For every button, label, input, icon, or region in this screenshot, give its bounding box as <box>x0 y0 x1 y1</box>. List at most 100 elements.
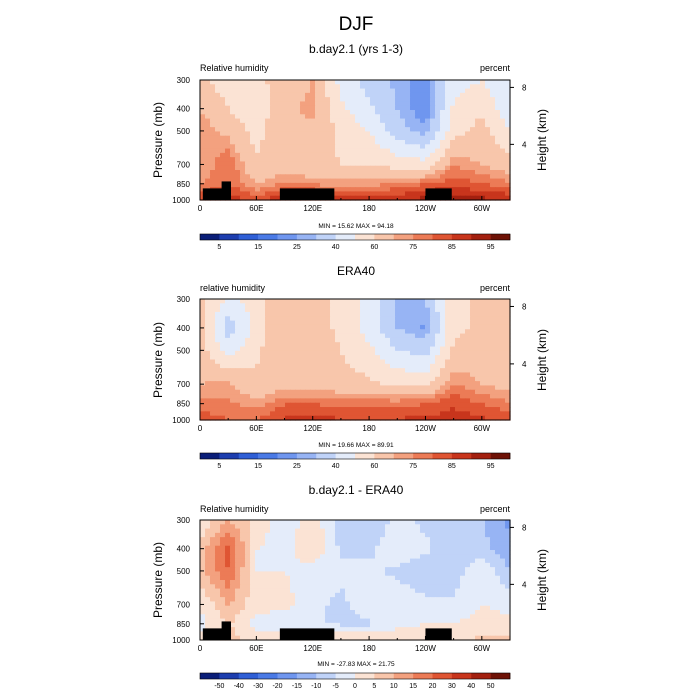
field-cell <box>390 174 396 180</box>
field-cell <box>490 520 496 525</box>
field-cell <box>435 350 441 356</box>
field-cell <box>220 610 226 615</box>
field-cell <box>355 562 361 568</box>
field-cell <box>415 592 421 598</box>
field-cell <box>345 187 351 193</box>
field-cell <box>505 402 511 408</box>
field-cell <box>445 170 451 175</box>
field-cell <box>425 407 431 412</box>
field-cell <box>380 346 386 352</box>
field-cell <box>215 592 221 598</box>
field-cell <box>255 411 261 417</box>
field-cell <box>355 550 361 555</box>
field-cell <box>310 337 316 343</box>
field-cell <box>205 97 211 103</box>
field-cell <box>345 567 351 573</box>
field-cell <box>470 376 476 382</box>
field-cell <box>415 359 421 365</box>
field-cell <box>275 597 281 603</box>
field-cell <box>205 376 211 382</box>
field-cell <box>305 346 311 352</box>
field-cell <box>375 92 381 98</box>
field-cell <box>345 610 351 615</box>
field-cell <box>225 316 231 322</box>
field-cell <box>360 191 366 197</box>
field-cell <box>230 588 236 594</box>
field-cell <box>315 182 321 188</box>
field-cell <box>460 601 466 607</box>
field-cell <box>200 350 206 356</box>
field-cell <box>240 402 246 408</box>
field-cell <box>315 110 321 115</box>
field-cell <box>425 337 431 343</box>
field-cell <box>480 97 486 103</box>
field-cell <box>420 131 426 137</box>
field-cell <box>200 187 206 193</box>
field-cell <box>280 161 286 167</box>
field-cell <box>505 299 511 304</box>
field-cell <box>285 415 291 421</box>
field-cell <box>220 411 226 417</box>
field-cell <box>300 350 306 356</box>
field-cell <box>430 118 436 124</box>
field-cell <box>425 541 431 547</box>
field-cell <box>375 170 381 175</box>
field-cell <box>285 562 291 568</box>
field-cell <box>455 597 461 603</box>
field-cell <box>305 597 311 603</box>
field-cell <box>375 520 381 525</box>
field-cell <box>405 520 411 525</box>
field-cell <box>350 195 356 201</box>
field-cell <box>385 537 391 543</box>
field-cell <box>445 92 451 98</box>
field-cell <box>285 84 291 90</box>
field-cell <box>220 588 226 594</box>
field-cell <box>495 610 501 615</box>
field-cell <box>230 389 236 395</box>
field-cell <box>395 165 401 171</box>
field-cell <box>350 350 356 356</box>
field-cell <box>225 571 231 577</box>
field-cell <box>250 307 256 313</box>
field-cell <box>400 385 406 391</box>
field-cell <box>260 571 266 577</box>
field-cell <box>245 84 251 90</box>
field-cell <box>385 381 391 387</box>
field-cell <box>505 537 511 543</box>
field-cell <box>495 324 501 330</box>
field-cell <box>260 157 266 163</box>
field-cell <box>350 174 356 180</box>
field-cell <box>455 157 461 163</box>
field-cell <box>440 311 446 317</box>
field-cell <box>290 174 296 180</box>
field-cell <box>485 558 491 564</box>
field-cell <box>370 402 376 408</box>
field-cell <box>270 303 276 309</box>
field-cell <box>430 588 436 594</box>
field-cell <box>470 105 476 111</box>
field-cell <box>395 135 401 141</box>
field-cell <box>370 562 376 568</box>
field-cell <box>230 532 236 538</box>
field-cell <box>400 407 406 412</box>
field-cell <box>445 597 451 603</box>
field-cell <box>255 165 261 171</box>
field-cell <box>405 195 411 201</box>
field-cell <box>425 605 431 611</box>
field-cell <box>455 97 461 103</box>
field-cell <box>340 588 346 594</box>
field-cell <box>505 84 511 90</box>
field-cell <box>320 381 326 387</box>
field-cell <box>345 337 351 343</box>
field-cell <box>375 311 381 317</box>
field-cell <box>460 135 466 141</box>
field-cell <box>325 342 331 348</box>
field-cell <box>395 528 401 534</box>
field-cell <box>230 562 236 568</box>
field-cell <box>220 101 226 107</box>
field-cell <box>325 394 331 399</box>
field-cell <box>420 385 426 391</box>
field-cell <box>485 580 491 585</box>
field-cell <box>415 80 421 85</box>
field-cell <box>305 558 311 564</box>
